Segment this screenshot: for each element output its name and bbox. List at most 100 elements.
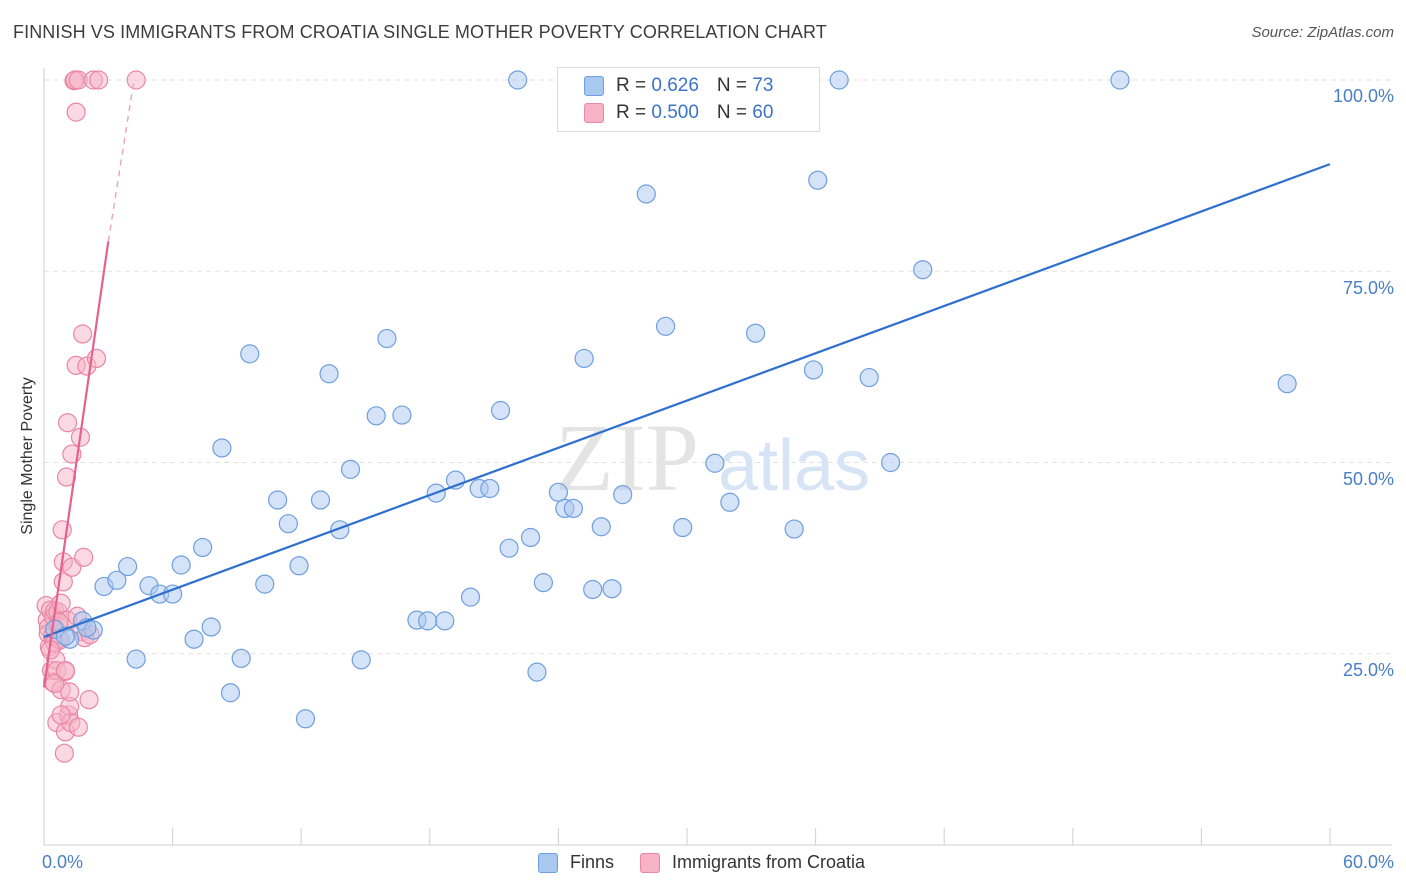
finns-point-5 <box>107 570 127 590</box>
finns-point-65 <box>829 70 849 90</box>
series-croatia-points <box>36 70 146 763</box>
finns-swatch <box>584 76 604 96</box>
croatia-point-32 <box>60 682 80 702</box>
legend-item-croatia[interactable]: Immigrants from Croatia <box>640 852 865 873</box>
y-axis-label: Single Mother Poverty <box>19 377 36 535</box>
croatia-point-59 <box>51 705 71 725</box>
finns-point-11 <box>171 555 191 575</box>
finns-point-6 <box>117 556 138 577</box>
finns-point-59 <box>720 492 740 512</box>
croatia-point-42 <box>68 717 88 737</box>
y-tick-50: 50.0% <box>1342 469 1394 489</box>
finns-point-18 <box>240 344 260 364</box>
croatia-point-53 <box>89 70 109 90</box>
finns-regression-line <box>43 163 1331 638</box>
finns-point-22 <box>289 556 309 576</box>
y-tick-100: 100.0% <box>1332 86 1394 106</box>
finns-r-label: R = <box>616 75 652 96</box>
finns-point-39 <box>480 478 500 499</box>
legend-finns-label: Finns <box>570 852 615 872</box>
finns-point-43 <box>520 527 541 548</box>
y-tick-75: 75.0% <box>1342 278 1394 298</box>
legend-finns-swatch <box>538 852 558 873</box>
x-tick-0: 0.0% <box>42 852 84 872</box>
finns-point-63 <box>803 360 824 380</box>
stats-row-finns: R = 0.626 N = 73 <box>584 74 773 98</box>
croatia-n-value: 60 <box>752 102 774 123</box>
finns-n-label: N = <box>716 75 753 96</box>
finns-point-52 <box>602 579 622 599</box>
finns-point-44 <box>527 662 547 682</box>
finns-point-21 <box>278 514 298 534</box>
finns-point-15 <box>212 438 232 458</box>
croatia-point-54 <box>126 70 146 90</box>
finns-point-28 <box>351 650 371 670</box>
croatia-point-45 <box>72 324 93 344</box>
finns-point-20 <box>268 490 288 510</box>
regression-lines <box>42 79 1331 688</box>
croatia-point-46 <box>74 547 94 567</box>
finns-r-value: 0.626 <box>651 75 699 96</box>
finns-point-31 <box>392 405 412 425</box>
finns-point-16 <box>220 683 241 703</box>
finns-point-29 <box>366 406 386 426</box>
finns-point-53 <box>613 485 633 505</box>
croatia-point-38 <box>66 102 86 122</box>
croatia-regression-extension <box>107 79 135 242</box>
finns-point-70 <box>1277 374 1297 394</box>
series-legend: Finns Immigrants from Croatia <box>538 852 891 873</box>
finns-point-37 <box>460 587 481 607</box>
finns-point-64 <box>808 170 828 190</box>
legend-croatia-swatch <box>640 852 661 873</box>
watermark-atlas: atlas <box>718 426 870 506</box>
finns-point-17 <box>231 648 251 668</box>
croatia-point-24 <box>54 743 74 763</box>
croatia-r-value: 0.500 <box>651 102 699 123</box>
finns-point-13 <box>193 537 213 558</box>
finns-point-48 <box>563 498 584 518</box>
finns-point-40 <box>490 400 511 421</box>
finns-point-42 <box>508 70 528 90</box>
finns-point-35 <box>435 611 455 631</box>
finns-point-41 <box>499 538 519 558</box>
finns-point-60 <box>745 323 766 343</box>
finns-point-58 <box>705 453 725 473</box>
finns-point-14 <box>201 617 221 637</box>
chart-title: FINNISH VS IMMIGRANTS FROM CROATIA SINGL… <box>13 22 827 42</box>
croatia-point-56 <box>45 673 65 694</box>
finns-point-54 <box>636 184 656 204</box>
croatia-regression-line <box>42 241 110 688</box>
finns-point-56 <box>673 517 693 538</box>
finns-point-55 <box>655 316 676 336</box>
croatia-point-27 <box>56 467 77 487</box>
x-tick-60: 60.0% <box>1342 852 1394 872</box>
finns-point-62 <box>784 519 804 539</box>
finns-point-19 <box>255 574 275 594</box>
finns-point-23 <box>295 709 316 729</box>
finns-point-50 <box>583 579 603 600</box>
croatia-swatch <box>584 103 604 123</box>
croatia-n-label: N = <box>716 102 753 123</box>
croatia-point-49 <box>79 690 99 710</box>
finns-point-7 <box>126 649 146 669</box>
croatia-point-28 <box>57 413 78 433</box>
stats-row-croatia: R = 0.500 N = 60 <box>584 101 773 125</box>
finns-point-26 <box>330 520 350 540</box>
series-finns-points <box>45 70 1297 729</box>
finns-point-12 <box>184 629 204 649</box>
legend-item-finns[interactable]: Finns <box>538 852 614 873</box>
finns-n-value: 73 <box>752 75 774 96</box>
finns-point-46 <box>548 482 569 502</box>
finns-point-67 <box>881 452 901 473</box>
finns-point-68 <box>913 260 933 280</box>
finns-point-66 <box>859 367 879 388</box>
axes <box>43 68 1392 846</box>
finns-point-51 <box>591 517 611 537</box>
chart-source: Source: ZipAtlas.com <box>1251 24 1394 41</box>
grid-lines <box>44 79 1392 655</box>
finns-point-27 <box>340 459 361 479</box>
legend-croatia-label: Immigrants from Croatia <box>672 852 866 872</box>
y-tick-25: 25.0% <box>1342 660 1394 680</box>
finns-point-49 <box>574 348 594 369</box>
